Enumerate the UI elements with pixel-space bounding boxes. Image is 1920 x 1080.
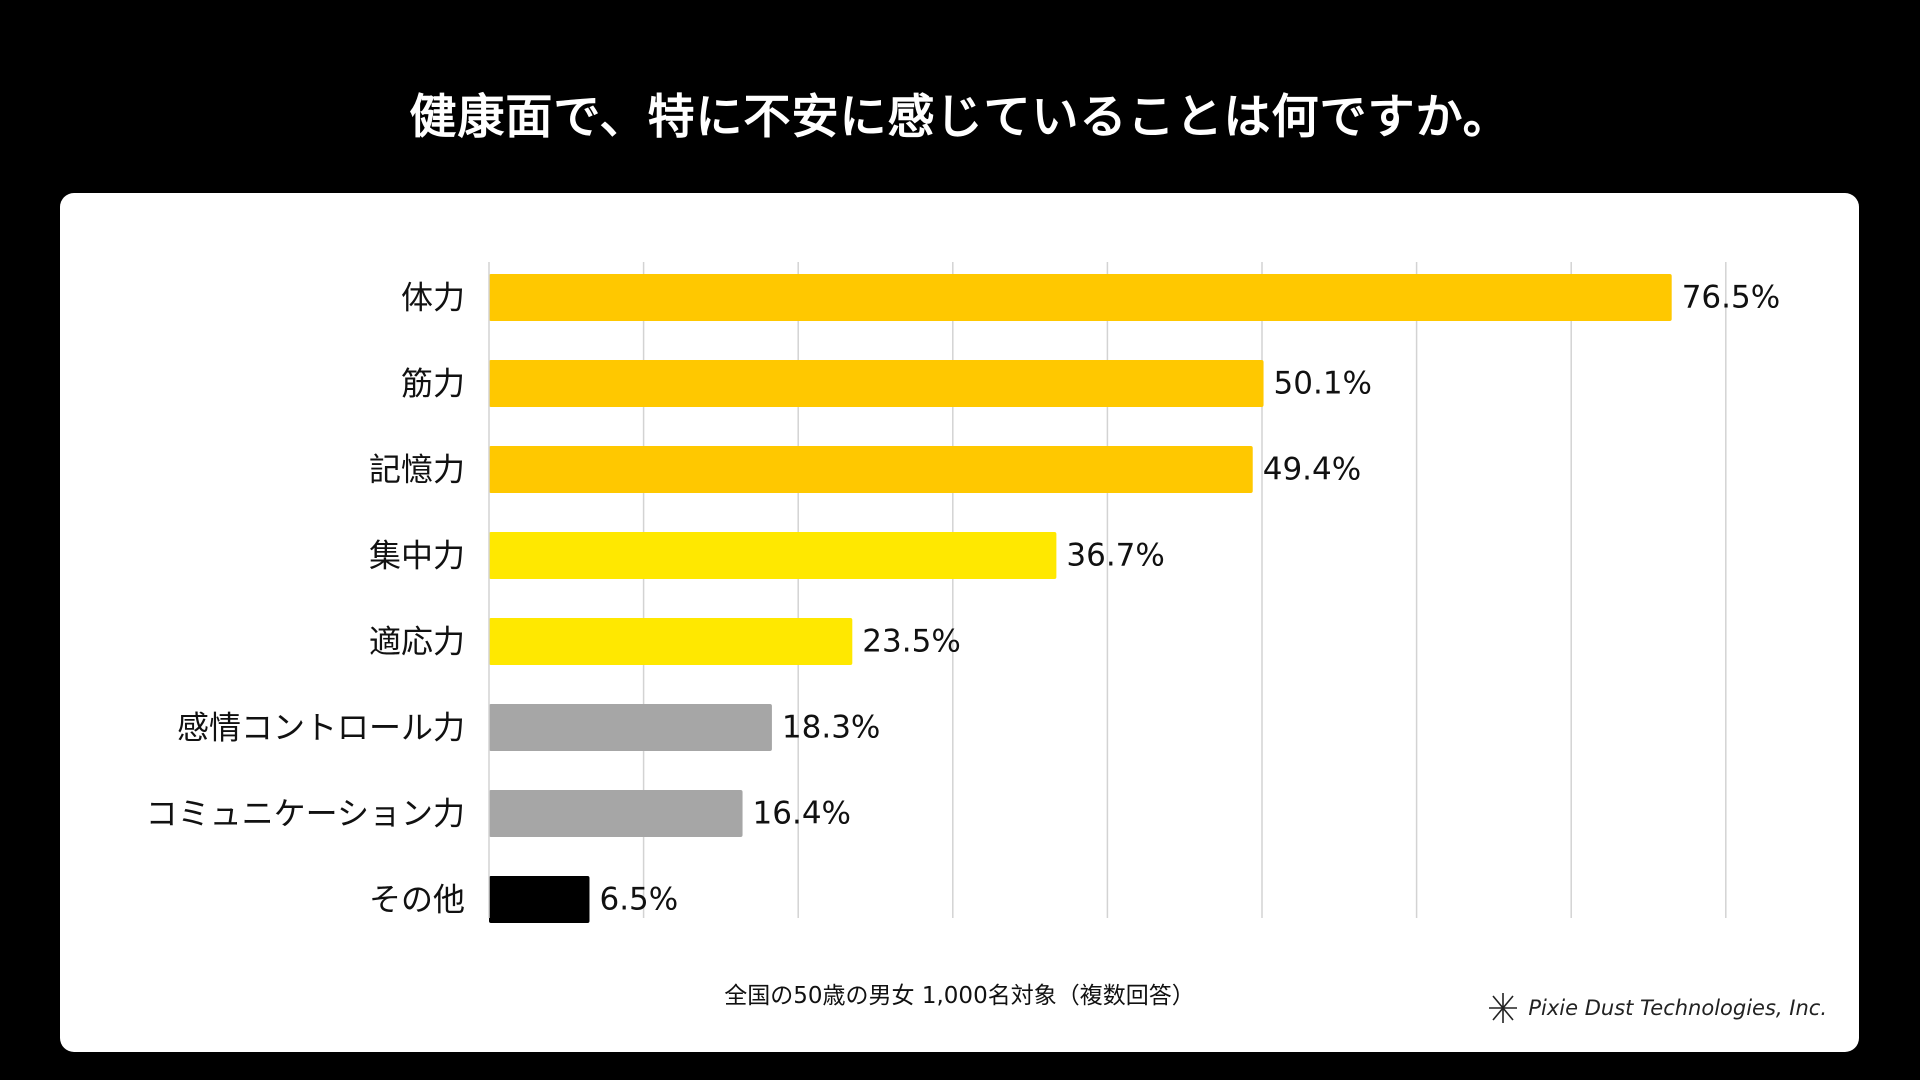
category-label: その他 bbox=[369, 881, 465, 919]
category-label: 記憶力 bbox=[369, 451, 465, 489]
category-label: 筋力 bbox=[401, 365, 465, 403]
category-label: 集中力 bbox=[369, 537, 465, 575]
category-label: コミュニケーション力 bbox=[146, 795, 465, 833]
bar bbox=[489, 446, 1253, 493]
value-label: 18.3% bbox=[782, 710, 880, 746]
company-credit: Pixie Dust Technologies, Inc. bbox=[1486, 991, 1827, 1025]
chart-title: 健康面で、特に不安に感じていることは何ですか。 bbox=[409, 90, 1511, 145]
value-label: 6.5% bbox=[599, 882, 678, 918]
bar bbox=[489, 876, 590, 923]
value-label: 50.1% bbox=[1274, 366, 1372, 402]
value-label: 36.7% bbox=[1066, 538, 1164, 574]
bar bbox=[489, 532, 1057, 579]
bar bbox=[489, 704, 772, 751]
bar bbox=[489, 618, 853, 665]
value-label: 49.4% bbox=[1263, 452, 1361, 488]
survey-footnote: 全国の50歳の男女 1,000名対象（複数回答） bbox=[724, 983, 1195, 1009]
value-label: 76.5% bbox=[1682, 280, 1780, 316]
category-label: 体力 bbox=[401, 279, 465, 317]
bar-chart: 体力 76.5% 筋力 50.1% 記憶力 49.4% 集中力 36.7% 適応力 23.5% 感情… bbox=[146, 262, 1780, 923]
value-label: 23.5% bbox=[862, 624, 960, 660]
category-label: 適応力 bbox=[369, 623, 465, 661]
credit-text: Pixie Dust Technologies, Inc. bbox=[1528, 996, 1827, 1020]
asterisk-logo-icon bbox=[1489, 993, 1518, 1023]
chart-panel: 体力 76.5% 筋力 50.1% 記憶力 49.4% 集中力 36.7% 適応力 23.5% 感情… bbox=[60, 193, 1859, 1052]
bar bbox=[489, 274, 1672, 321]
bar bbox=[489, 790, 743, 837]
bar bbox=[489, 360, 1264, 407]
value-label: 16.4% bbox=[753, 796, 851, 832]
category-label: 感情コントロール力 bbox=[177, 709, 465, 747]
